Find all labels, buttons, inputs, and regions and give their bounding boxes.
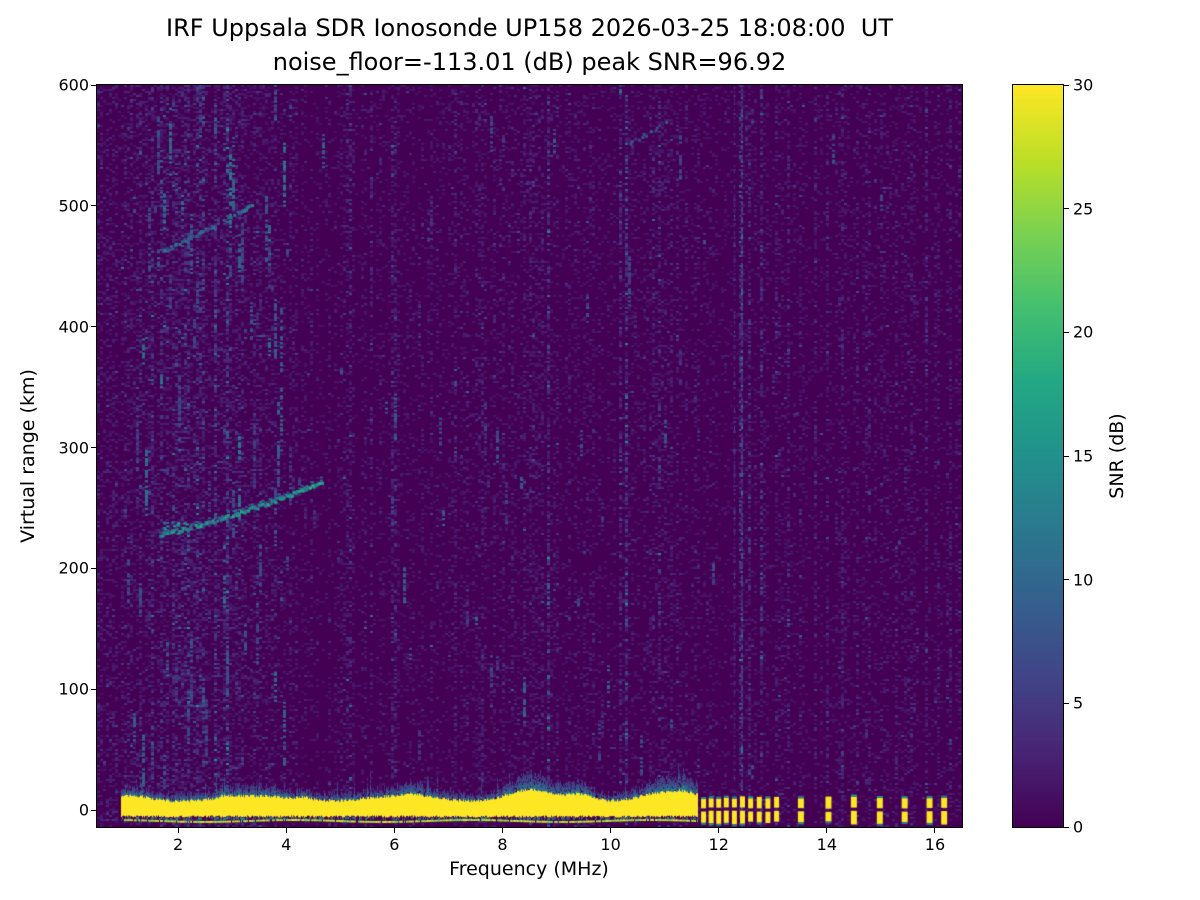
x-tick-mark: [718, 828, 720, 833]
x-tick-mark: [826, 828, 828, 833]
y-axis-label: Virtual range (km): [17, 369, 39, 543]
colorbar-tick-label: 30: [1073, 75, 1094, 95]
colorbar-tick-mark: [1064, 455, 1069, 457]
colorbar-tick-mark: [1064, 579, 1069, 581]
colorbar-tick-mark: [1064, 208, 1069, 210]
ionogram-heatmap-canvas: [97, 85, 962, 827]
y-tick-mark: [91, 205, 96, 207]
y-tick-label: 200: [58, 558, 89, 578]
y-tick-mark: [91, 326, 96, 328]
x-tick-mark: [393, 828, 395, 833]
colorbar-tick-label: 20: [1073, 322, 1094, 342]
y-tick-mark: [91, 447, 96, 449]
x-tick-label: 2: [173, 835, 184, 854]
y-tick-label: 300: [58, 438, 89, 458]
colorbar-gradient-canvas: [1013, 85, 1063, 827]
y-tick-label: 500: [58, 196, 89, 216]
x-tick-mark: [285, 828, 287, 833]
y-tick-mark: [91, 567, 96, 569]
colorbar-tick-label: 0: [1073, 817, 1084, 837]
figure-subtitle: noise_floor=-113.01 (dB) peak SNR=96.92: [272, 48, 787, 76]
x-tick-mark: [934, 828, 936, 833]
y-tick-label: 0: [78, 800, 89, 820]
figure-title: IRF Uppsala SDR Ionosonde UP158 2026-03-…: [166, 14, 893, 42]
colorbar-tick-mark: [1064, 826, 1069, 828]
colorbar-tick-label: 5: [1073, 693, 1084, 713]
colorbar-tick-label: 10: [1073, 570, 1094, 590]
y-tick-label: 400: [58, 317, 89, 337]
colorbar-tick-mark: [1064, 702, 1069, 704]
colorbar-tick-mark: [1064, 84, 1069, 86]
y-tick-mark: [91, 688, 96, 690]
x-tick-label: 6: [389, 835, 400, 854]
x-tick-label: 4: [281, 835, 292, 854]
plot-area: [96, 84, 963, 828]
x-axis-label: Frequency (MHz): [449, 858, 609, 880]
y-tick-label: 600: [58, 75, 89, 95]
colorbar-tick-mark: [1064, 331, 1069, 333]
y-tick-label: 100: [58, 679, 89, 699]
colorbar-tick-label: 25: [1073, 199, 1094, 219]
x-tick-label: 16: [924, 835, 946, 854]
x-tick-label: 14: [816, 835, 838, 854]
x-tick-label: 12: [708, 835, 729, 854]
colorbar-label: SNR (dB): [1106, 413, 1128, 499]
y-tick-mark: [91, 84, 96, 86]
x-tick-label: 10: [600, 835, 621, 854]
colorbar-tick-label: 15: [1073, 446, 1094, 466]
x-tick-label: 8: [497, 835, 508, 854]
y-tick-mark: [91, 809, 96, 811]
colorbar: [1012, 84, 1064, 828]
x-tick-mark: [501, 828, 503, 833]
x-tick-mark: [177, 828, 179, 833]
x-tick-mark: [610, 828, 612, 833]
